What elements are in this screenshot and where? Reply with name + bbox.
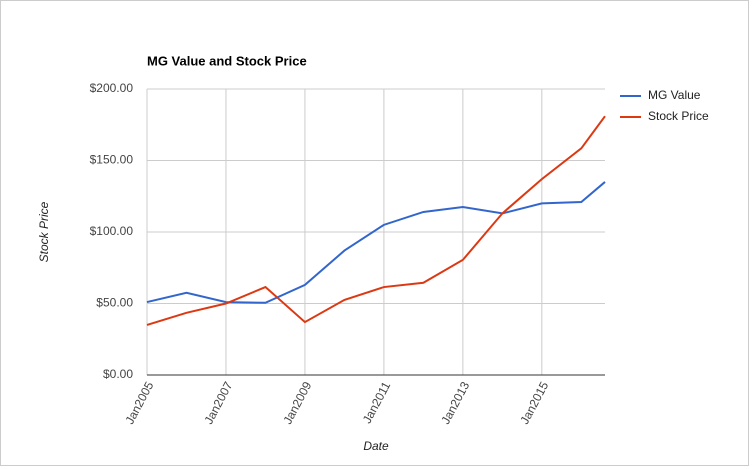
series-line <box>146 181 606 304</box>
legend-text: Stock Price <box>648 109 709 123</box>
y-tick-label: $150.00 <box>90 153 134 167</box>
series-line <box>146 115 606 326</box>
y-tick-label: $50.00 <box>96 296 133 310</box>
y-tick-label: $200.00 <box>90 81 134 95</box>
legend-text: MG Value <box>648 88 701 102</box>
chart-title: MG Value and Stock Price <box>147 53 307 68</box>
y-tick-label: $100.00 <box>90 224 134 238</box>
x-axis-title: Date <box>363 439 389 453</box>
y-axis-title: Stock Price <box>37 201 51 262</box>
y-tick-label: $0.00 <box>103 367 133 381</box>
